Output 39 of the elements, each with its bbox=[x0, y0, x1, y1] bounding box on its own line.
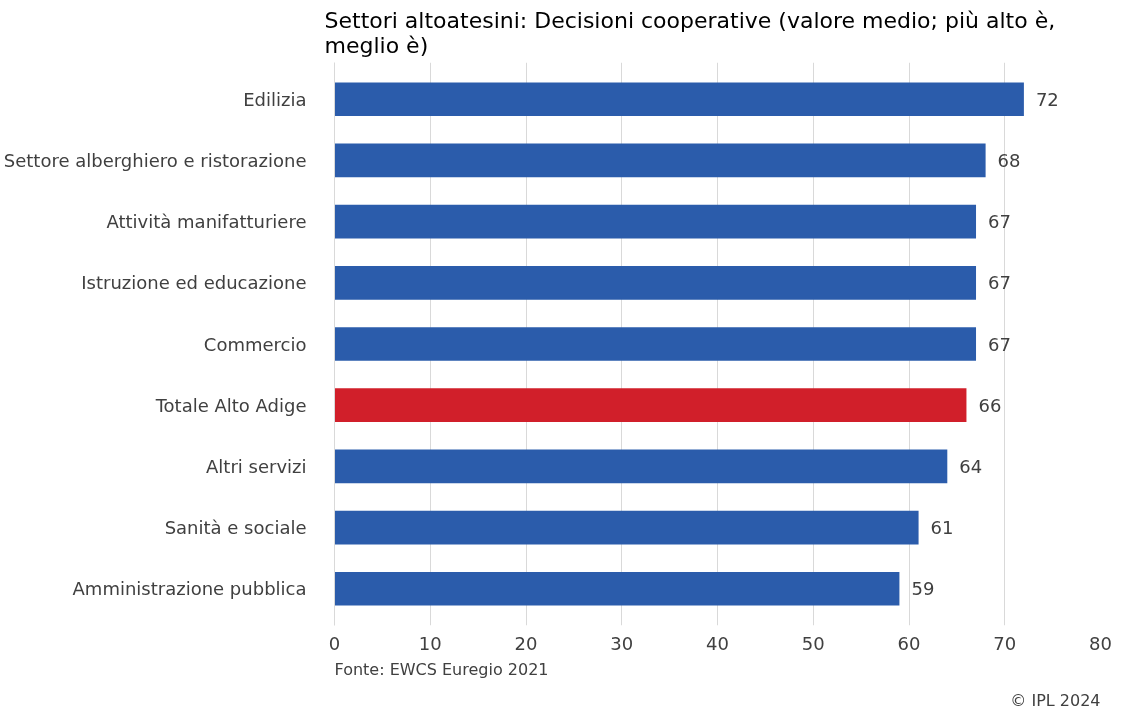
bar bbox=[334, 327, 977, 361]
x-tick-label: 0 bbox=[328, 632, 341, 654]
data-label: 67 bbox=[988, 211, 1011, 233]
bar bbox=[334, 571, 900, 606]
data-label: 72 bbox=[1035, 88, 1059, 110]
data-label: 64 bbox=[959, 455, 983, 477]
y-tick-label: Totale Alto Adige bbox=[154, 394, 307, 416]
bar bbox=[334, 204, 977, 239]
bar bbox=[334, 143, 986, 178]
x-tick-label: 60 bbox=[897, 632, 921, 654]
y-tick-label: Settore alberghiero e ristorazione bbox=[3, 149, 307, 171]
source-note: Fonte: EWCS Euregio 2021 bbox=[334, 659, 549, 679]
bar bbox=[334, 449, 948, 484]
x-tick-label: 50 bbox=[801, 632, 825, 654]
y-tick-label: Edilizia bbox=[243, 88, 307, 110]
y-tick-label: Commercio bbox=[203, 333, 307, 355]
data-label: 66 bbox=[978, 394, 1002, 416]
x-tick-label: 10 bbox=[418, 632, 442, 654]
y-tick-label: Attività manifatturiere bbox=[106, 211, 307, 233]
text: © IPL 2024 bbox=[1010, 690, 1101, 710]
x-tick-label: 30 bbox=[610, 632, 634, 654]
bar bbox=[334, 388, 967, 423]
data-label: 67 bbox=[988, 272, 1011, 294]
x-tick-label: 40 bbox=[706, 632, 729, 654]
y-tick-label: Sanità e sociale bbox=[164, 517, 307, 539]
bar bbox=[334, 82, 1024, 117]
x-tick-label: 80 bbox=[1089, 632, 1112, 654]
bar bbox=[334, 265, 977, 300]
data-label: 61 bbox=[930, 517, 954, 539]
chart-title: Settori altoatesini: Decisioni cooperative (valore medio; più alto è, meglio è) bbox=[324, 7, 1056, 58]
y-tick-label: Altri servizi bbox=[206, 455, 307, 477]
data-label: 68 bbox=[997, 149, 1021, 171]
data-label: 59 bbox=[911, 578, 935, 600]
data-label: 67 bbox=[988, 333, 1011, 355]
x-tick-label: 70 bbox=[993, 632, 1017, 654]
x-tick-label: 20 bbox=[514, 632, 538, 654]
y-tick-label: Amministrazione pubblica bbox=[72, 578, 307, 600]
bar bbox=[334, 510, 919, 545]
y-tick-label: Istruzione ed educazione bbox=[81, 272, 307, 294]
